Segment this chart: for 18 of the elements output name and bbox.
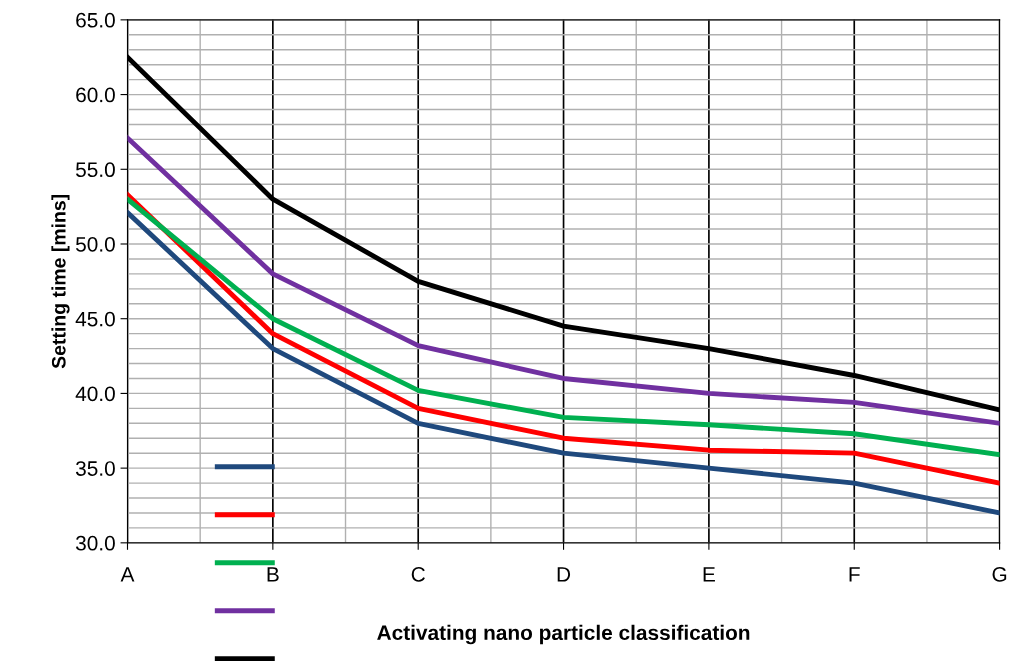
y-tick-label: 55.0 — [75, 162, 115, 178]
y-tick-label: 65.0 — [76, 12, 115, 28]
y-tick-label: 50.0 — [75, 237, 115, 252]
y-tick-label: 30.0 — [75, 535, 115, 551]
y-tick-label: 35.0 — [75, 461, 115, 476]
line-series — [127, 135, 1000, 426]
x-tick-label: B — [267, 567, 279, 582]
y-tick-label: 60.0 — [76, 87, 115, 103]
y-axis-title: Setting time [mins] — [51, 194, 70, 369]
x-tick-label: F — [849, 567, 860, 582]
y-tick-label: 40.0 — [75, 386, 115, 402]
x-tick-label: C — [411, 567, 425, 582]
x-tick-label: A — [120, 567, 135, 582]
x-tick-label: D — [557, 567, 571, 582]
x-tick-label: G — [992, 567, 1007, 582]
x-tick-label: E — [703, 567, 715, 582]
y-tick-label: 45.0 — [75, 311, 115, 327]
x-axis-title: Activating nano particle classification — [377, 624, 750, 645]
